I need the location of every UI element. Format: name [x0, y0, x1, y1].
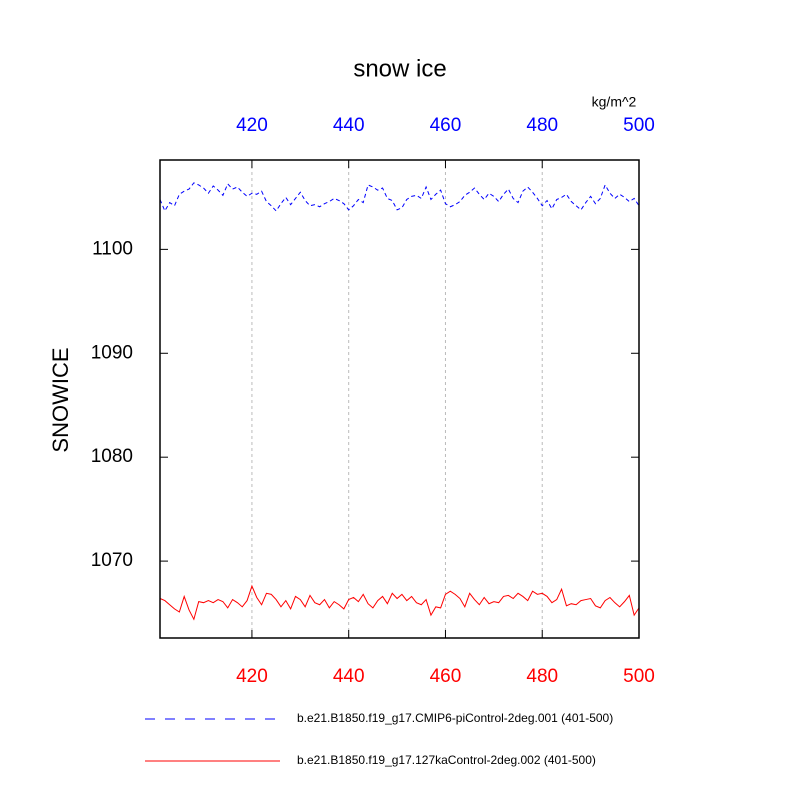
x-top-tick-label: 480: [526, 115, 558, 136]
series-line: [159, 182, 640, 213]
x-tick-label: 480: [526, 666, 558, 687]
x-top-tick-label: 420: [236, 115, 268, 136]
x-tick-label: 440: [333, 666, 365, 687]
legend-label: b.e21.B1850.f19_g17.CMIP6-piControl-2deg…: [297, 711, 613, 725]
x-top-tick-label: 440: [333, 115, 365, 136]
x-tick-label: 500: [623, 666, 655, 687]
y-tick-label: 1070: [91, 550, 133, 571]
x-tick-label: 420: [236, 666, 268, 687]
x-top-tick-label: 500: [623, 115, 655, 136]
y-tick-label: 1100: [92, 238, 133, 259]
chart-title: snow ice: [353, 55, 446, 82]
series-line: [159, 584, 640, 621]
y-tick-label: 1090: [91, 342, 133, 363]
y-axis-label: SNOWICE: [48, 347, 73, 452]
y-tick-label: 1080: [91, 446, 133, 467]
x-tick-label: 460: [430, 666, 462, 687]
legend-label: b.e21.B1850.f19_g17.127kaControl-2deg.00…: [297, 753, 596, 767]
units-label: kg/m^2: [592, 94, 637, 110]
plot-frame: [159, 159, 640, 639]
x-top-tick-label: 460: [430, 115, 462, 136]
